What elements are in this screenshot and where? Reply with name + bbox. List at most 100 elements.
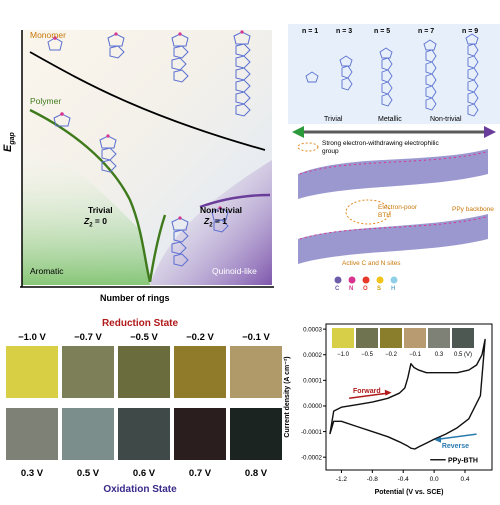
reduction-swatch-4 — [174, 346, 226, 398]
chain-length-background — [288, 24, 500, 124]
forward-arrowhead-icon — [384, 389, 392, 396]
polymer-curve-rise — [148, 214, 167, 283]
inset-swatch-6 — [452, 328, 474, 348]
aromatic-region — [22, 140, 150, 285]
aromatic-label: Aromatic — [30, 266, 64, 276]
oxidation-voltage-3: 0.6 V — [132, 468, 156, 479]
legend-n: N — [349, 286, 354, 292]
inset-label-1: −1.0 — [337, 352, 350, 358]
n-label-5: n = 5 — [374, 28, 391, 35]
legend-label: PPy-BTH — [448, 457, 478, 464]
reduction-voltage-2: −0.7 V — [74, 332, 102, 343]
reduction-title: Reduction State — [101, 318, 179, 329]
monomer-molecule-icon — [47, 36, 63, 51]
reduction-swatch-1 — [6, 346, 58, 398]
nontrivial-label: Non-trivial — [200, 205, 243, 215]
electrophilic-group-annotation: Strong electron-withdrawing electrophili… — [322, 140, 439, 155]
legend-h: H — [391, 286, 396, 292]
panel-a: Monomer Polymer Egap Trivial Z2 = 0 Non-… — [0, 0, 278, 310]
inset-swatch-5 — [428, 328, 450, 348]
monomer-label: Monomer — [30, 30, 66, 40]
regime-trivial: Trivial — [324, 116, 343, 123]
legend-s: S — [377, 286, 382, 292]
cv-chart: -1.2 -0.8 -0.4 0.0 0.4 -0.0002 -0.0001 0.0000 0.… — [284, 323, 493, 496]
y-tick-label: 0.0000 — [303, 403, 322, 410]
y-tick-label: 0.0003 — [303, 326, 322, 333]
oxidation-title: Oxidation State — [103, 484, 177, 495]
inset-swatch-1 — [332, 328, 354, 348]
reverse-arrowhead-icon — [434, 436, 442, 443]
oxidation-voltage-2: 0.5 V — [76, 468, 100, 479]
reduction-voltage-3: −0.5 V — [130, 332, 158, 343]
band-gap-diagram — [20, 30, 274, 288]
bth-marker-icon — [345, 199, 391, 225]
oxidation-swatch-3 — [118, 408, 170, 460]
reduction-swatch-5 — [230, 346, 282, 398]
regime-nontrivial: Non-trivial — [430, 116, 462, 123]
y-tick-label: 0.0001 — [303, 378, 322, 385]
inset-label-2: −0.5 — [361, 352, 374, 358]
n-label-7: n = 7 — [418, 28, 435, 35]
n-label-3: n = 3 — [336, 28, 353, 35]
sulfur-atoms-icon — [106, 30, 244, 220]
inset-label-4: −0.1 — [409, 352, 422, 358]
inset-label-6: 0.5 (V) — [454, 352, 472, 358]
reduction-voltage-5: −0.1 V — [242, 332, 270, 343]
reverse-label: Reverse — [442, 443, 469, 450]
backbone-annotation: PPy backbone — [452, 206, 494, 213]
oxidation-swatch-1 — [6, 408, 58, 460]
inset-swatch-3 — [380, 328, 402, 348]
polymer-layers-icon — [298, 149, 488, 264]
oxidation-swatch-4 — [174, 408, 226, 460]
x-axis-label: Potential (V vs. SCE) — [375, 489, 444, 496]
trivial-label: Trivial — [88, 205, 113, 215]
polymer-curve-trivial — [29, 108, 152, 283]
monomer-curve — [29, 51, 266, 151]
legend-c: C — [335, 286, 340, 292]
quinoid-label: Quinoid-like — [212, 266, 257, 276]
reduction-swatch-3 — [118, 346, 170, 398]
reverse-arrow — [437, 433, 477, 441]
nontrivial-z2-label: Z2 = 1 — [204, 216, 227, 229]
polymer-label: Polymer — [30, 96, 62, 106]
inset-label-3: −0.2 — [385, 352, 398, 358]
trivial-z2-label: Z2 = 0 — [84, 216, 107, 229]
x-tick-label: -1.2 — [336, 476, 348, 483]
oxidation-swatch-2 — [62, 408, 114, 460]
x-tick-label: -0.4 — [398, 476, 410, 483]
active-sites-annotation: Active C and N sites — [342, 260, 401, 267]
x-tick-label: 0.0 — [430, 476, 439, 483]
polymer-curve-nontrivial — [199, 193, 271, 209]
reduction-voltage-1: −1.0 V — [18, 332, 46, 343]
right-arrowhead-icon — [484, 126, 496, 138]
x-axis-label: Number of rings — [100, 293, 170, 303]
panel-d: -1.2 -0.8 -0.4 0.0 0.4 -0.0002 -0.0001 0.0000 0.… — [282, 318, 500, 500]
inset-label-5: 0.3 — [435, 352, 444, 358]
legend-o: O — [363, 286, 368, 292]
y-tick-label: 0.0002 — [303, 352, 322, 359]
x-tick-label: -0.8 — [367, 476, 379, 483]
panel-b: n = 1 n = 3 n = 5 n = 7 n = 9 Trivial Me… — [288, 24, 500, 308]
n-label-9: n = 9 — [462, 28, 479, 35]
forward-arrow — [349, 392, 388, 400]
y-tick-label: -0.0001 — [301, 429, 323, 436]
inset-swatch-4 — [404, 328, 426, 348]
x-tick-label: 0.4 — [460, 476, 469, 483]
reduction-swatch-2 — [62, 346, 114, 398]
oligomer-series-icon — [305, 33, 479, 117]
electrophilic-group-marker-icon — [297, 142, 319, 152]
panel-c: Reduction State −1.0 V −0.7 V −0.5 V −0.… — [0, 318, 282, 500]
bth-annotation: Electron-poor BTH — [378, 204, 418, 219]
polymer-molecule-icon — [53, 112, 71, 127]
left-arrowhead-icon — [292, 126, 304, 138]
inset-swatch-2 — [356, 328, 378, 348]
oxidation-voltage-5: 0.8 V — [244, 468, 268, 479]
reduction-voltage-4: −0.2 V — [186, 332, 214, 343]
oxidation-swatch-5 — [230, 408, 282, 460]
cv-curve — [329, 338, 486, 450]
y-axis-label: Current density (A cm⁻²) — [284, 356, 291, 437]
regime-metallic: Metallic — [378, 116, 402, 123]
y-tick-label: -0.0002 — [301, 454, 323, 461]
legend-dots — [334, 276, 398, 284]
structure-diagram — [288, 24, 500, 284]
